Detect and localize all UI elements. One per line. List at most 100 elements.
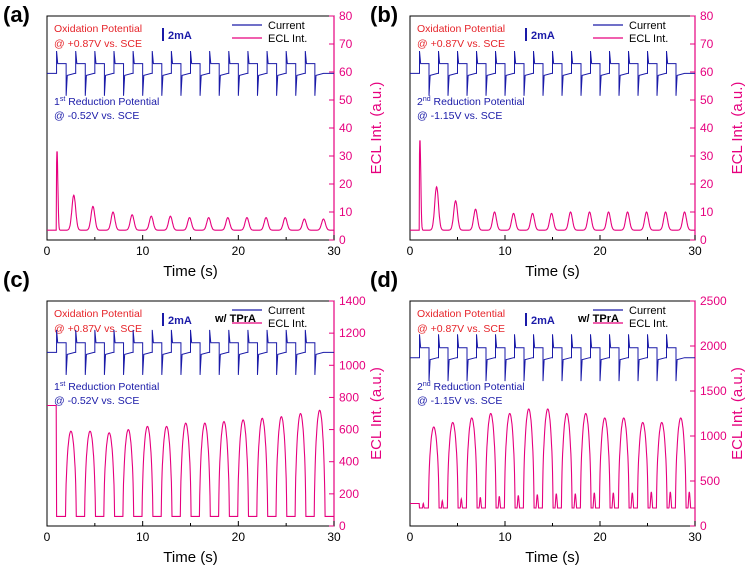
reduction-title: 2nd Reduction Potential <box>417 96 525 108</box>
reduction-value: @ -0.52V vs. SCE <box>54 110 139 122</box>
scale-bar-label: 2mA <box>531 315 555 327</box>
reduction-title: 1st Reduction Potential <box>54 381 159 393</box>
legend-label: Current <box>268 20 305 32</box>
reduction-title: 1st Reduction Potential <box>54 96 159 108</box>
x-tick-label: 20 <box>232 244 246 258</box>
reduction-ordinal-suffix: st <box>60 381 66 388</box>
x-tick-label: 0 <box>407 530 414 544</box>
x-tick-label: 10 <box>136 530 150 544</box>
reduction-value: @ -1.15V vs. SCE <box>417 110 502 122</box>
x-tick-label: 20 <box>593 244 607 258</box>
current-trace <box>47 329 334 375</box>
reduction-ordinal: 2 <box>417 96 423 108</box>
ecl-trace <box>47 151 334 231</box>
current-trace <box>410 334 695 382</box>
y-tick-label: 80 <box>339 9 353 23</box>
oxidation-title: Oxidation Potential <box>417 23 505 35</box>
y-tick-label: 2500 <box>700 294 727 308</box>
x-axis-label: Time (s) <box>525 549 579 566</box>
legend-label: ECL Int. <box>268 318 307 330</box>
y-tick-label: 10 <box>339 205 353 219</box>
y-tick-label: 0 <box>700 233 707 247</box>
ecl-trace <box>47 404 334 517</box>
reduction-title: 2nd Reduction Potential <box>417 381 525 393</box>
y-tick-label: 0 <box>700 519 707 533</box>
tpra-label: w/ TPrA <box>214 313 256 325</box>
reduction-value: @ -0.52V vs. SCE <box>54 395 139 407</box>
oxidation-value: @ +0.87V vs. SCE <box>54 323 142 335</box>
reduction-label: Reduction Potential <box>431 96 525 108</box>
y-tick-label: 30 <box>700 149 714 163</box>
oxidation-value: @ +0.87V vs. SCE <box>54 38 142 50</box>
x-axis-label: Time (s) <box>163 263 217 280</box>
legend-label: ECL Int. <box>268 33 307 45</box>
y-axis-label: ECL Int. (a.u.) <box>729 82 746 175</box>
oxidation-title: Oxidation Potential <box>54 308 142 320</box>
y-tick-label: 70 <box>339 37 353 51</box>
ecl-trace <box>410 408 695 509</box>
y-tick-label: 40 <box>339 121 353 135</box>
y-tick-label: 80 <box>700 9 714 23</box>
x-tick-label: 0 <box>44 530 51 544</box>
y-tick-label: 50 <box>339 93 353 107</box>
oxidation-title: Oxidation Potential <box>417 308 505 320</box>
x-tick-label: 10 <box>498 530 512 544</box>
x-tick-label: 30 <box>688 530 702 544</box>
panel-label: (b) <box>370 2 398 27</box>
oxidation-value: @ +0.87V vs. SCE <box>417 323 505 335</box>
oxidation-title: Oxidation Potential <box>54 23 142 35</box>
x-axis-label: Time (s) <box>525 263 579 280</box>
x-tick-label: 30 <box>327 530 341 544</box>
legend-label: Current <box>268 305 305 317</box>
reduction-ordinal-suffix: nd <box>423 96 431 103</box>
x-tick-label: 0 <box>44 244 51 258</box>
x-tick-label: 30 <box>327 244 341 258</box>
legend-label: ECL Int. <box>629 318 668 330</box>
reduction-label: Reduction Potential <box>431 381 525 393</box>
x-tick-label: 10 <box>136 244 150 258</box>
scale-bar-label: 2mA <box>168 30 192 42</box>
x-axis-label: Time (s) <box>163 549 217 566</box>
legend-label: Current <box>629 20 666 32</box>
y-axis-label: ECL Int. (a.u.) <box>368 367 385 460</box>
panel-c: (c)0 10 20 300200400600800100012001400Time … <box>3 267 385 566</box>
y-tick-label: 2000 <box>700 339 727 353</box>
x-tick-label: 10 <box>498 244 512 258</box>
x-tick-label: 30 <box>688 244 702 258</box>
reduction-ordinal: 1 <box>54 381 60 393</box>
x-tick-label: 0 <box>407 244 414 258</box>
x-tick-label: 20 <box>593 530 607 544</box>
y-tick-label: 60 <box>700 65 714 79</box>
scale-bar-label: 2mA <box>531 30 555 42</box>
y-tick-label: 20 <box>339 177 353 191</box>
current-trace <box>47 50 334 96</box>
y-tick-label: 1200 <box>339 326 366 340</box>
y-tick-label: 0 <box>339 233 346 247</box>
y-tick-label: 20 <box>700 177 714 191</box>
y-tick-label: 1000 <box>339 358 366 372</box>
panel-label: (c) <box>3 267 30 292</box>
reduction-ordinal: 1 <box>54 96 60 108</box>
y-tick-label: 40 <box>700 121 714 135</box>
y-tick-label: 600 <box>339 423 359 437</box>
y-tick-label: 400 <box>339 455 359 469</box>
ecl-trace <box>410 140 695 231</box>
y-tick-label: 1400 <box>339 294 366 308</box>
y-axis-label: ECL Int. (a.u.) <box>368 82 385 175</box>
y-tick-label: 30 <box>339 149 353 163</box>
reduction-value: @ -1.15V vs. SCE <box>417 395 502 407</box>
y-tick-label: 10 <box>700 205 714 219</box>
y-tick-label: 70 <box>700 37 714 51</box>
y-axis-label: ECL Int. (a.u.) <box>729 367 746 460</box>
y-tick-label: 200 <box>339 487 359 501</box>
reduction-label: Reduction Potential <box>65 96 159 108</box>
y-tick-label: 1500 <box>700 384 727 398</box>
tpra-label: w/ TPrA <box>577 313 619 325</box>
reduction-ordinal-suffix: st <box>60 96 66 103</box>
panel-label: (d) <box>370 267 398 292</box>
y-tick-label: 800 <box>339 390 359 404</box>
